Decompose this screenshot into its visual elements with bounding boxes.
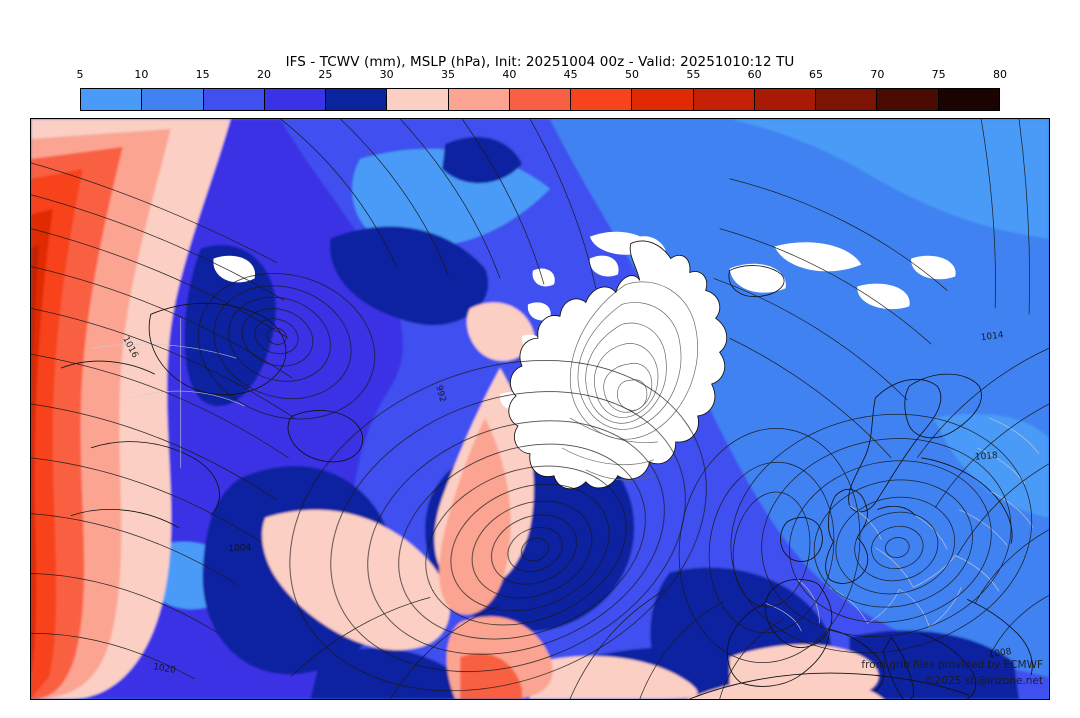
colorbar-segments — [80, 88, 1000, 111]
colorbar-tick-5: 5 — [76, 68, 84, 81]
colorbar-tick-60: 60 — [747, 68, 762, 81]
colorbar-tick-50: 50 — [625, 68, 639, 81]
colorbar-segment-15-20 — [203, 89, 265, 110]
colorbar-tick-15: 15 — [195, 68, 210, 81]
svg-text:1020: 1020 — [152, 662, 177, 676]
colorbar-segment-55-60 — [693, 89, 755, 110]
colorbar-tick-25: 25 — [318, 68, 333, 81]
svg-text:992: 992 — [433, 384, 447, 403]
colorbar-segment-50-55 — [632, 89, 694, 110]
colorbar-segment-75-80 — [938, 89, 999, 110]
colorbar-segment-20-25 — [264, 89, 327, 110]
colorbar-segment-70-75 — [877, 89, 939, 110]
colorbar-tick-55: 55 — [686, 68, 701, 81]
national-borders-layer — [90, 318, 1040, 632]
colorbar-segment-35-40 — [448, 89, 510, 110]
greenland-ice-contours — [561, 281, 698, 481]
colorbar-tick-40: 40 — [502, 68, 517, 81]
colorbar-tick-70: 70 — [870, 68, 885, 81]
mslp-isobars-layer — [31, 119, 1049, 699]
svg-text:1004: 1004 — [228, 543, 252, 555]
attribution-copyright: ©2025 sb@irizone.net — [924, 675, 1043, 687]
colorbar-segment-60-65 — [754, 89, 817, 110]
colorbar-tick-20: 20 — [257, 68, 271, 81]
page-title: IFS - TCWV (mm), MSLP (hPa), Init: 20251… — [285, 54, 795, 70]
colorbar-segment-25-30 — [326, 89, 388, 110]
svg-text:1008: 1008 — [988, 647, 1012, 660]
colorbar-tick-35: 35 — [441, 68, 455, 81]
colorbar-segment-45-50 — [571, 89, 633, 110]
colorbar-segment-65-70 — [816, 89, 878, 110]
svg-text:1014: 1014 — [980, 330, 1004, 343]
colorbar-tick-30: 30 — [379, 68, 394, 81]
map-panel[interactable]: 1014 1018 1008 1016 1004 1020 992 from g… — [30, 118, 1050, 700]
colorbar-tick-65: 65 — [809, 68, 823, 81]
colorbar-tick-75: 75 — [931, 68, 946, 81]
weather-map[interactable]: 1014 1018 1008 1016 1004 1020 992 — [31, 119, 1049, 699]
attribution-source: from grib files provided by ECMWF — [861, 659, 1043, 671]
colorbar-segment-30-35 — [387, 89, 449, 110]
colorbar-tick-10: 10 — [134, 68, 149, 81]
colorbar-segment-10-15 — [142, 89, 204, 110]
colorbar-tick-labels: 5 10 15 20 25 30 35 40 45 50 55 60 65 70 75 80 — [76, 68, 1008, 84]
colorbar-tick-80: 80 — [993, 68, 1007, 81]
greenland-dry-area — [213, 231, 956, 489]
colorbar-segment-40-45 — [509, 89, 572, 110]
colorbar-tick-45: 45 — [563, 68, 578, 81]
colorbar — [80, 88, 1000, 111]
colorbar-segment-5-10 — [81, 89, 143, 110]
svg-text:1018: 1018 — [975, 451, 999, 463]
